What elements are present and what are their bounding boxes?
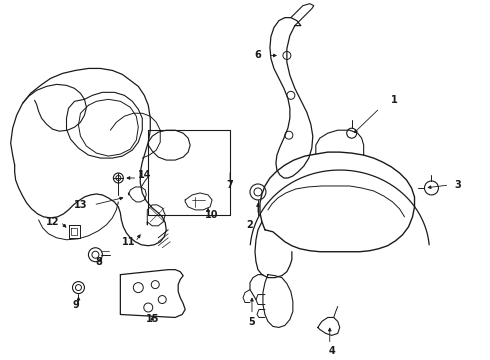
Text: 10: 10 bbox=[205, 210, 219, 220]
Text: 3: 3 bbox=[454, 180, 461, 190]
Text: 11: 11 bbox=[122, 237, 135, 247]
Text: 12: 12 bbox=[46, 217, 59, 227]
Text: 5: 5 bbox=[248, 318, 255, 328]
Text: 4: 4 bbox=[328, 346, 335, 356]
Text: 14: 14 bbox=[138, 170, 152, 180]
Text: 2: 2 bbox=[246, 220, 253, 230]
Text: 7: 7 bbox=[227, 180, 233, 190]
Text: 15: 15 bbox=[146, 314, 159, 324]
Text: 9: 9 bbox=[72, 300, 79, 310]
Text: 8: 8 bbox=[95, 257, 102, 267]
Text: 1: 1 bbox=[391, 95, 398, 105]
Text: 13: 13 bbox=[74, 200, 87, 210]
Text: 6: 6 bbox=[255, 50, 261, 60]
